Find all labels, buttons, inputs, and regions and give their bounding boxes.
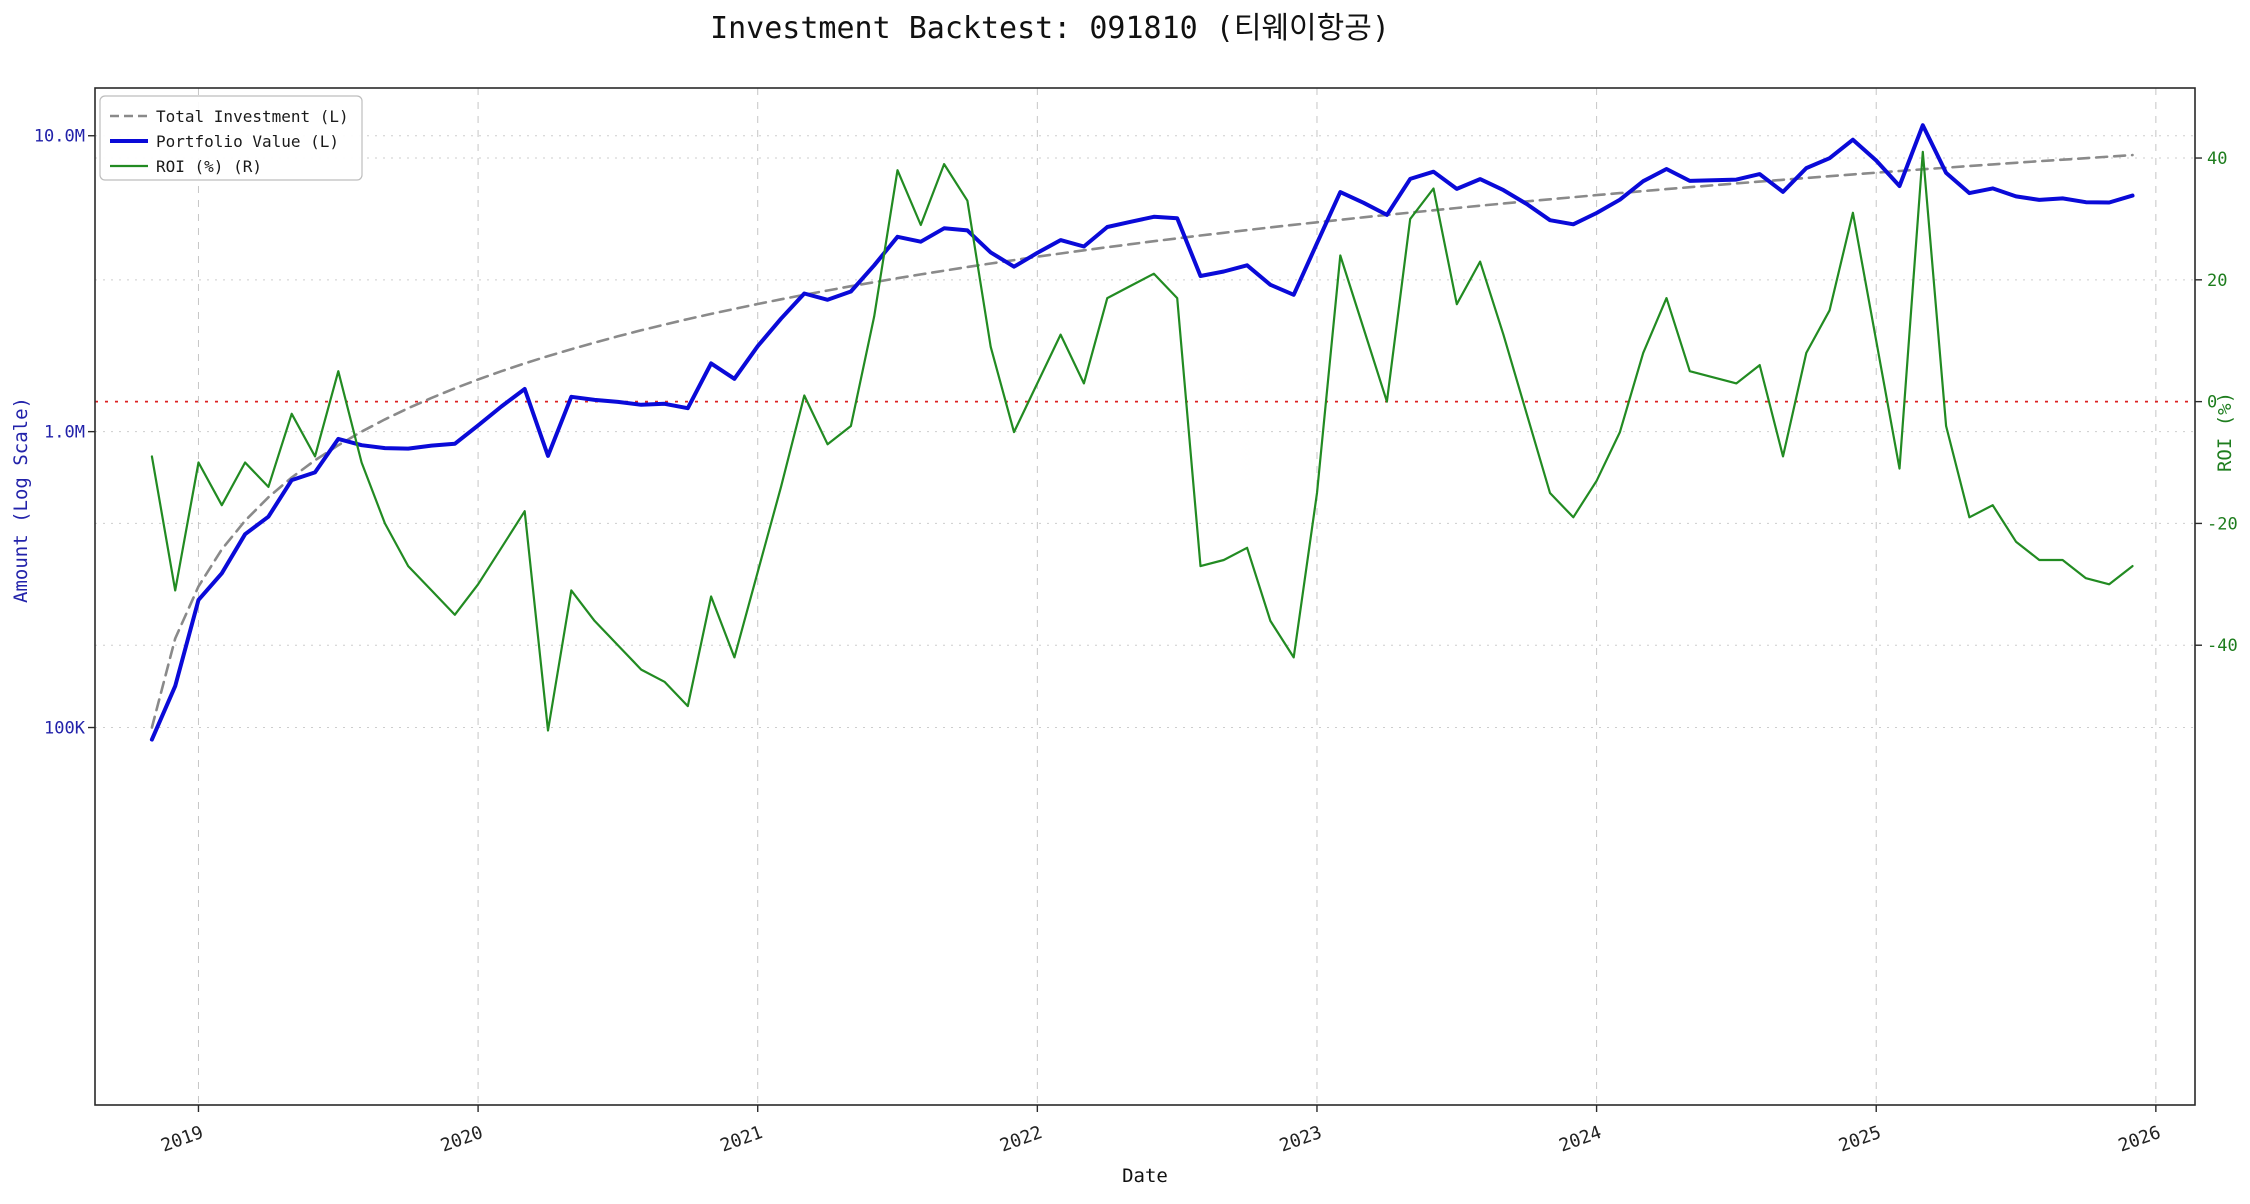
legend-box [99,95,363,181]
portfolio-value-line [149,123,2135,742]
right-tick-minus20: -20 [2207,514,2238,534]
chart-title: Investment Backtest: 091810 (티웨이항공) [710,11,1390,46]
x-tick-label: 2022 [997,1122,1045,1157]
right-tick-40: 40 [2207,149,2227,169]
x-axis-label: Date [1122,1165,1168,1187]
x-tick-label: 2026 [2116,1122,2164,1157]
roi-line [150,150,2134,732]
gridlines [95,88,2195,1105]
right-tick-20: 20 [2207,271,2227,291]
right-axis-label: ROI (%) [2214,392,2236,472]
legend-label-roi: ROI (%) (R) [156,157,262,176]
left-axis-label: Amount (Log Scale) [10,397,32,603]
plot-frame [94,87,2196,1106]
x-tick-label: 2025 [1836,1122,1884,1157]
total-investment-line [150,153,2134,729]
legend: Total Investment (L) Portfolio Value (L)… [99,95,363,181]
data-series [149,123,2135,742]
x-tick-label: 2021 [717,1122,765,1157]
right-tick-0: 0 [2207,393,2217,413]
legend-label-total-investment: Total Investment (L) [156,107,349,126]
left-axis-tick-labels: 10.0M 1.0M 100K [34,127,86,739]
left-tick-1m: 1.0M [44,423,85,443]
axis-ticks: 2019 2020 2021 2022 2023 2024 2025 2026 [88,135,2202,1157]
right-tick-minus40: -40 [2207,636,2238,656]
right-axis-tick-labels: 40 20 0 -20 -40 [2207,149,2238,656]
x-tick-label: 2019 [158,1122,206,1157]
x-tick-label: 2024 [1556,1122,1604,1157]
left-tick-100k: 100K [44,719,86,739]
legend-label-portfolio-value: Portfolio Value (L) [156,132,339,151]
left-tick-10m: 10.0M [34,127,85,147]
x-tick-label: 2020 [438,1122,486,1157]
x-tick-label: 2023 [1277,1122,1325,1157]
